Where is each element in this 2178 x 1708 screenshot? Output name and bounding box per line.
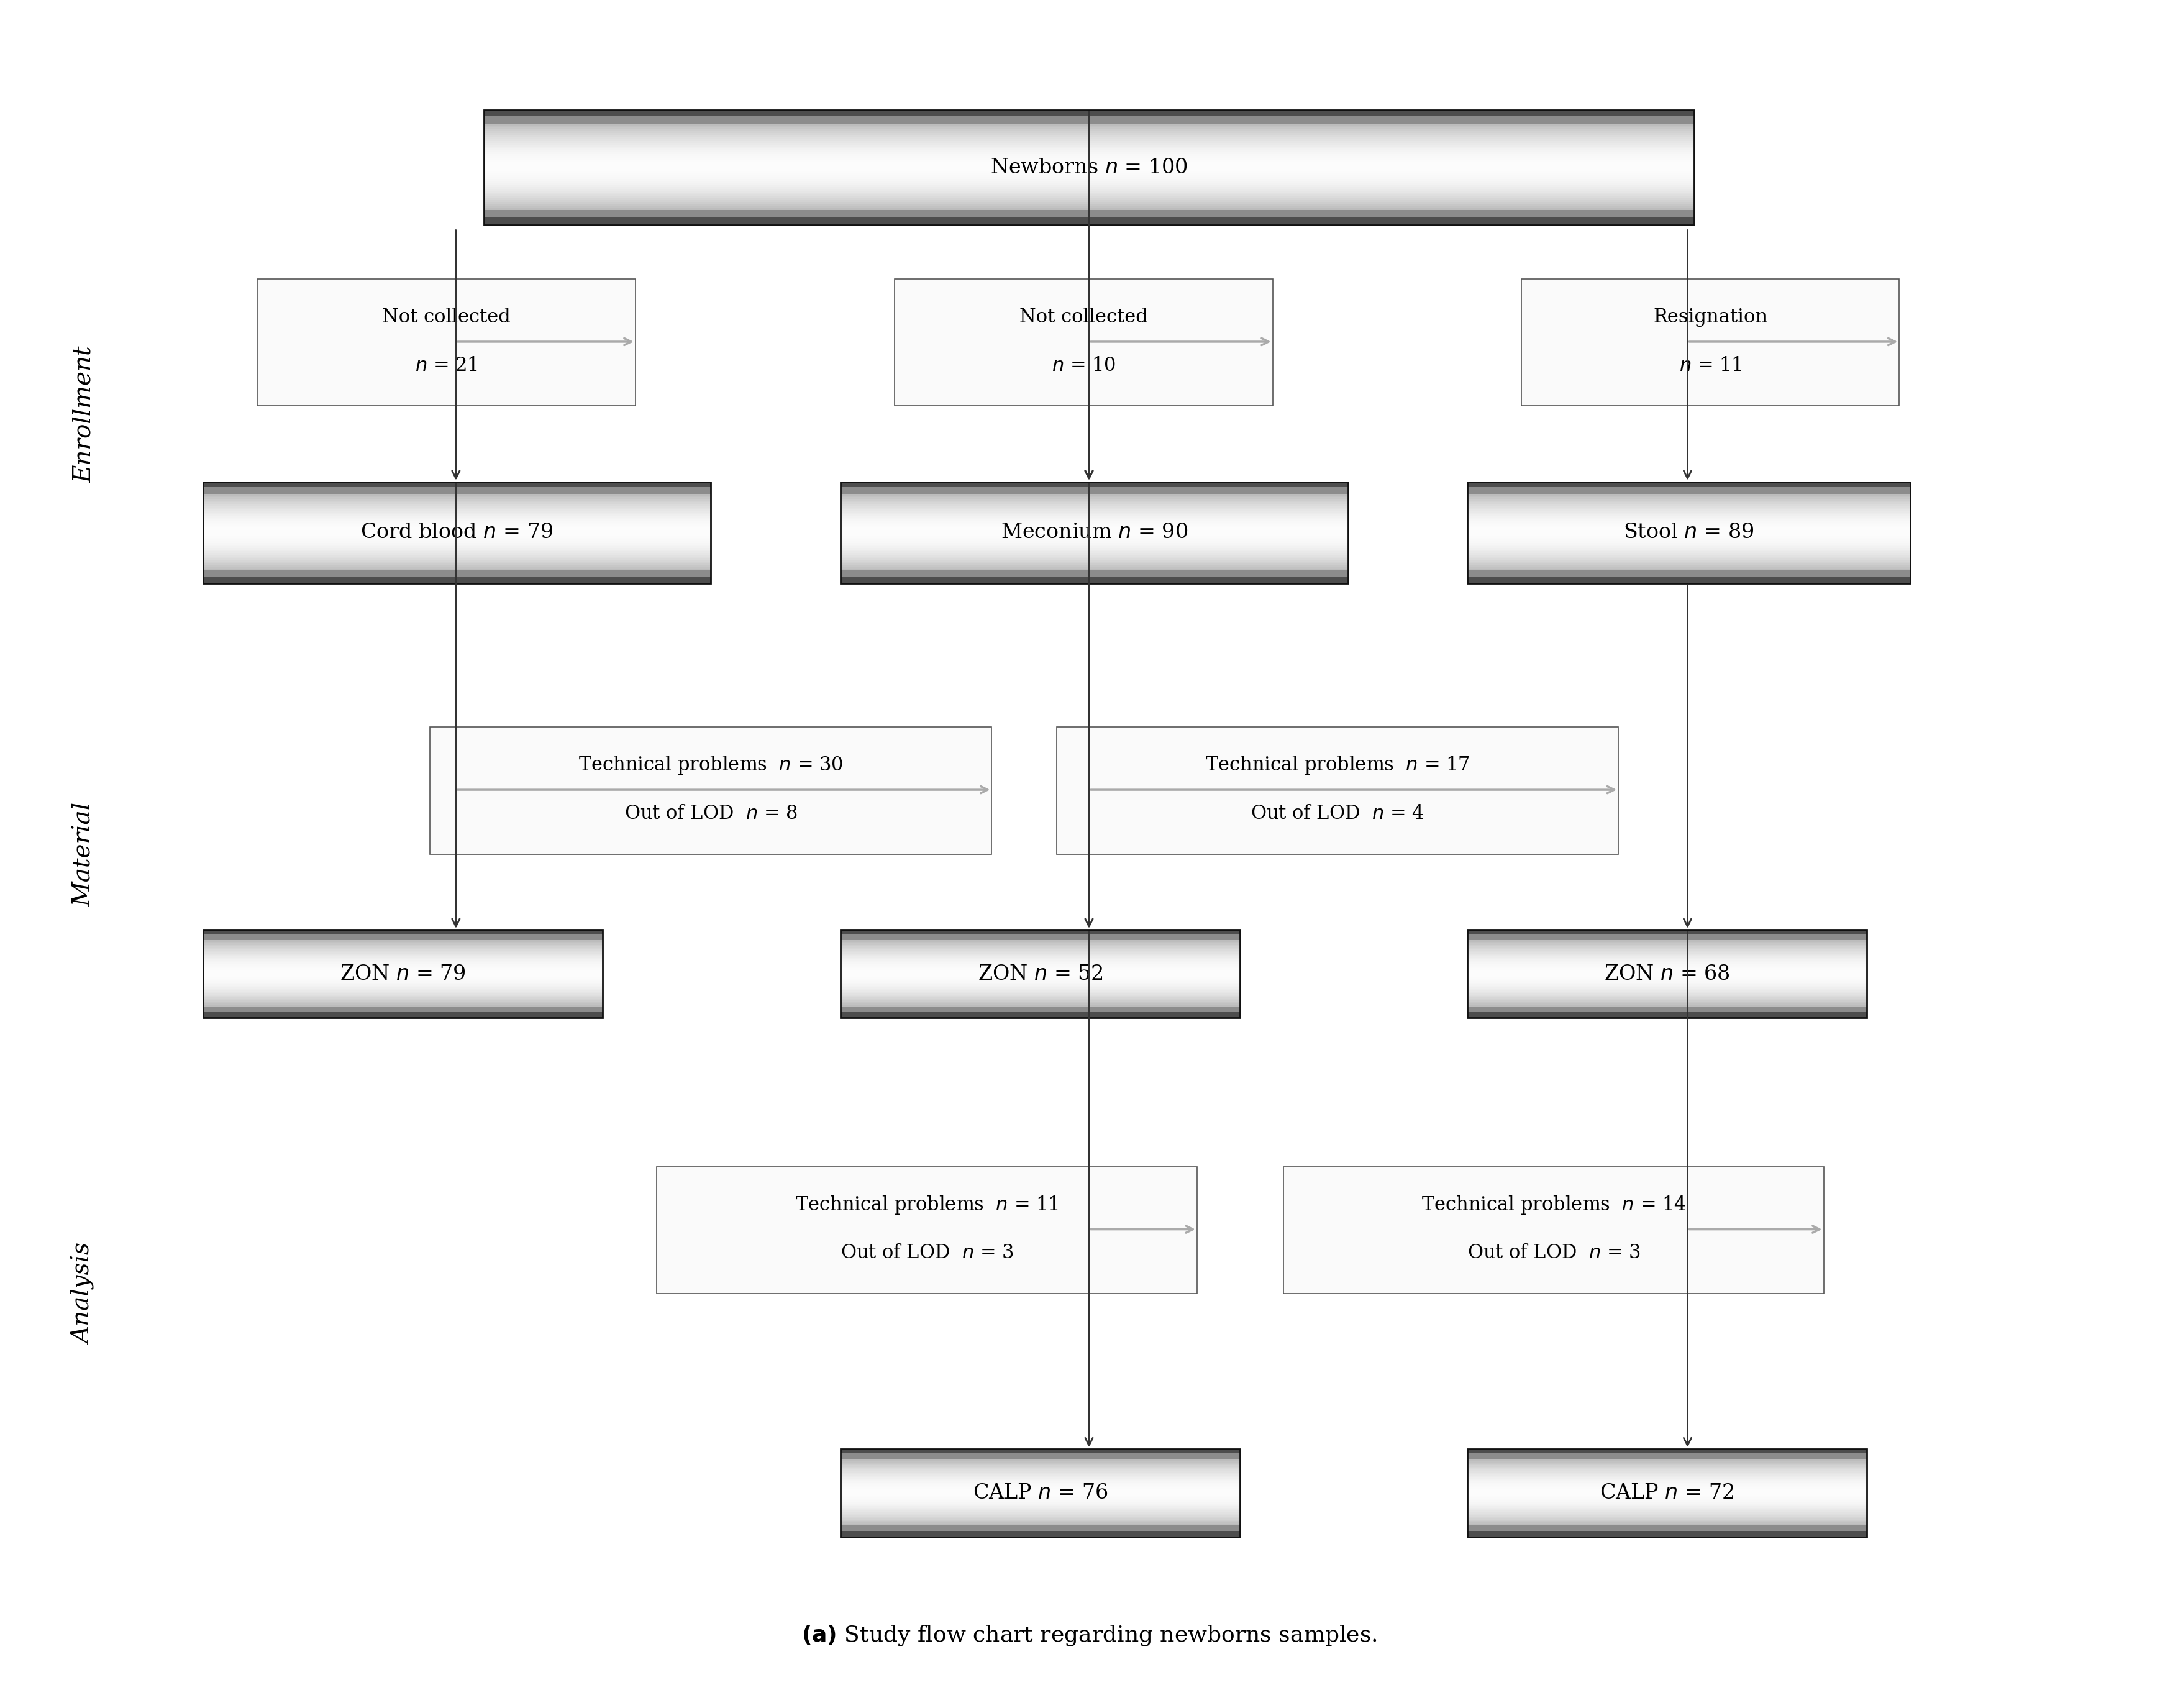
Bar (484, 137, 1694, 138)
Bar (484, 114, 1694, 116)
Bar (484, 193, 1694, 195)
Bar (484, 208, 1694, 210)
Bar (484, 133, 1694, 135)
Text: Enrollment: Enrollment (72, 345, 96, 483)
Bar (484, 130, 1694, 132)
Text: ZON $\it{n}$ = 52: ZON $\it{n}$ = 52 (978, 963, 1102, 984)
Text: $\it{n}$ = 10: $\it{n}$ = 10 (1052, 355, 1115, 376)
Bar (484, 173, 1694, 176)
Text: Technical problems  $\it{n}$ = 11: Technical problems $\it{n}$ = 11 (795, 1194, 1059, 1216)
Bar (484, 191, 1694, 193)
Text: $\it{n}$ = 21: $\it{n}$ = 21 (414, 355, 477, 376)
Text: Technical problems  $\it{n}$ = 14: Technical problems $\it{n}$ = 14 (1420, 1194, 1686, 1216)
Text: Material: Material (72, 801, 96, 907)
Bar (484, 178, 1694, 179)
Bar (484, 161, 1694, 162)
Text: CALP $\it{n}$ = 72: CALP $\it{n}$ = 72 (1601, 1483, 1734, 1503)
Bar (484, 171, 1694, 173)
Bar (484, 196, 1694, 198)
Bar (484, 118, 1694, 120)
Text: Resignation: Resignation (1653, 307, 1766, 326)
Text: Analysis: Analysis (72, 1243, 96, 1344)
Bar (484, 215, 1694, 217)
Text: Meconium $\it{n}$ = 90: Meconium $\it{n}$ = 90 (1002, 523, 1187, 543)
Bar (484, 116, 1694, 118)
Bar (484, 125, 1694, 128)
Bar (484, 200, 1694, 202)
Bar (484, 219, 1694, 222)
Text: ZON $\it{n}$ = 68: ZON $\it{n}$ = 68 (1603, 963, 1729, 984)
Bar (484, 123, 1694, 125)
Bar (484, 140, 1694, 143)
Bar (484, 188, 1694, 191)
Text: Technical problems  $\it{n}$ = 17: Technical problems $\it{n}$ = 17 (1204, 755, 1470, 775)
Text: Newborns $\it{n}$ = 100: Newborns $\it{n}$ = 100 (991, 157, 1187, 178)
Bar (484, 113, 1694, 114)
Bar (484, 164, 1694, 166)
Bar (484, 176, 1694, 178)
Bar (484, 186, 1694, 188)
Bar (484, 147, 1694, 149)
FancyBboxPatch shape (429, 728, 991, 854)
Bar (484, 184, 1694, 186)
Bar (484, 128, 1694, 130)
Bar (484, 212, 1694, 214)
Text: Not collected: Not collected (1019, 307, 1148, 326)
Bar (484, 195, 1694, 196)
Bar (484, 154, 1694, 155)
Bar (484, 183, 1694, 184)
Bar (484, 203, 1694, 207)
FancyBboxPatch shape (658, 1167, 1198, 1293)
Text: Out of LOD  $\it{n}$ = 3: Out of LOD $\it{n}$ = 3 (841, 1243, 1013, 1262)
Bar (484, 152, 1694, 154)
Bar (484, 143, 1694, 145)
Bar (484, 198, 1694, 200)
Text: CALP $\it{n}$ = 76: CALP $\it{n}$ = 76 (974, 1483, 1109, 1503)
Bar (484, 222, 1694, 224)
Bar (484, 207, 1694, 208)
Text: $\mathbf{(a)}$ Study flow chart regarding newborns samples.: $\mathbf{(a)}$ Study flow chart regardin… (802, 1623, 1376, 1647)
FancyBboxPatch shape (895, 278, 1272, 407)
Bar (484, 179, 1694, 181)
Bar (484, 109, 1694, 113)
Text: Cord blood $\it{n}$ = 79: Cord blood $\it{n}$ = 79 (362, 523, 553, 543)
Bar (484, 145, 1694, 147)
Bar (484, 121, 1694, 123)
Bar (484, 166, 1694, 167)
Bar (484, 157, 1694, 161)
Bar (484, 132, 1694, 133)
FancyBboxPatch shape (1056, 728, 1618, 854)
Bar (484, 224, 1694, 225)
Bar (484, 214, 1694, 215)
FancyBboxPatch shape (257, 278, 636, 407)
Text: Out of LOD  $\it{n}$ = 4: Out of LOD $\it{n}$ = 4 (1250, 804, 1424, 823)
Bar (484, 138, 1694, 140)
Text: Stool $\it{n}$ = 89: Stool $\it{n}$ = 89 (1623, 523, 1753, 543)
Bar (484, 217, 1694, 219)
Bar (484, 150, 1694, 152)
Bar (484, 162, 1694, 164)
Bar (484, 202, 1694, 203)
Bar (484, 155, 1694, 157)
Bar (484, 169, 1694, 171)
Text: Out of LOD  $\it{n}$ = 3: Out of LOD $\it{n}$ = 3 (1468, 1243, 1640, 1262)
Text: $\it{n}$ = 11: $\it{n}$ = 11 (1679, 355, 1742, 376)
Text: Technical problems  $\it{n}$ = 30: Technical problems $\it{n}$ = 30 (579, 755, 843, 775)
Bar (484, 135, 1694, 137)
Bar (484, 149, 1694, 150)
FancyBboxPatch shape (1283, 1167, 1823, 1293)
Bar (484, 167, 1694, 169)
Text: ZON $\it{n}$ = 79: ZON $\it{n}$ = 79 (340, 963, 466, 984)
Text: Out of LOD  $\it{n}$ = 8: Out of LOD $\it{n}$ = 8 (625, 804, 797, 823)
Bar (484, 210, 1694, 212)
FancyBboxPatch shape (1520, 278, 1899, 407)
Bar (484, 181, 1694, 183)
Text: Not collected: Not collected (381, 307, 510, 326)
Bar (484, 120, 1694, 121)
